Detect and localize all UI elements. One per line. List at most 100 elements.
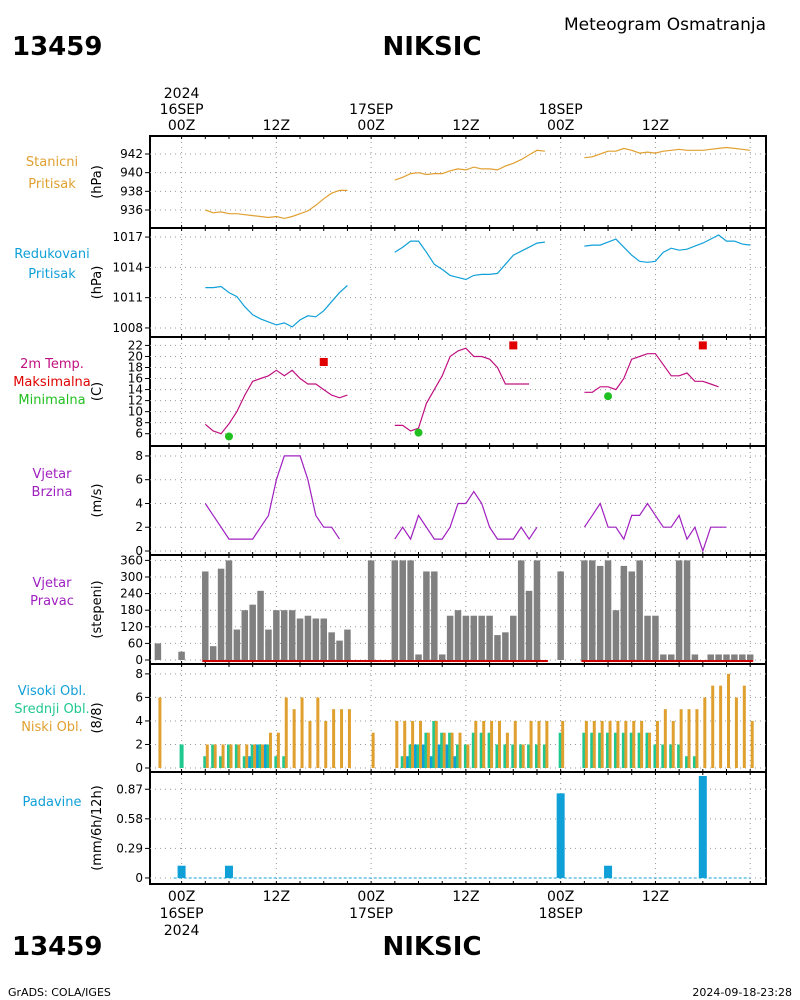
cloud-bar	[624, 720, 628, 768]
wind-dir-bar	[438, 654, 446, 660]
station-id-top: 13459	[12, 32, 102, 62]
y-tick-label: 0.58	[116, 812, 143, 826]
wind-dir-bar	[249, 604, 256, 660]
panel-label-line: Vjetar	[33, 467, 73, 482]
cloud-bar	[513, 720, 517, 768]
wind-dir-bar	[517, 560, 525, 660]
wind-dir-bar	[739, 654, 746, 660]
cloud-bar	[268, 732, 272, 768]
station-id-bottom: 13459	[12, 932, 102, 962]
cloud-bar	[221, 744, 225, 768]
cloud-bar	[308, 720, 312, 768]
cloud-bar	[458, 732, 462, 768]
station-name-top: NIKSIC	[382, 32, 481, 62]
y-tick-label: 10	[128, 405, 143, 419]
wind-dir-bar	[257, 590, 264, 660]
y-tick-label: 0	[135, 653, 143, 667]
tmin-marker	[414, 428, 423, 437]
cloud-bar	[400, 756, 405, 768]
cloud-bar	[613, 732, 618, 768]
cloud-bar	[463, 744, 468, 768]
cloud-bar	[616, 720, 620, 768]
y-tick-label: 0	[135, 544, 143, 558]
panel-label-line: Brzina	[32, 485, 73, 500]
y-tick-label: 1008	[112, 321, 143, 335]
cloud-bar	[426, 732, 430, 768]
y-tick-label: 12	[128, 394, 143, 408]
cloud-bar	[432, 720, 437, 768]
y-tick-label: 2	[135, 737, 143, 751]
cloud-bar	[598, 732, 603, 768]
wind-dir-bar	[281, 610, 288, 660]
precip-bar	[698, 776, 707, 878]
cloud-bar	[424, 732, 429, 768]
y-tick-label: 1011	[112, 291, 143, 305]
wind-dir-bar	[683, 560, 691, 660]
cloud-bar	[584, 720, 588, 768]
cloud-bar	[561, 720, 565, 768]
cloud-bar	[229, 744, 233, 768]
y-tick-label: 20	[128, 349, 143, 363]
cloud-bar	[671, 720, 675, 768]
wind-dir-bar	[620, 565, 628, 660]
y-tick-label: 360	[120, 553, 143, 567]
wind-dir-bar	[178, 651, 185, 660]
wind-dir-bar	[423, 571, 430, 660]
cloud-bar	[300, 697, 304, 768]
cloud-bar	[474, 720, 478, 768]
cloud-bar	[466, 744, 470, 768]
cloud-bar	[411, 720, 415, 768]
wind-dir-bar	[652, 615, 659, 660]
cloud-bar	[266, 744, 271, 768]
cloud-bar	[534, 744, 539, 768]
top-time-label: 2024	[164, 86, 200, 102]
series-line	[205, 189, 348, 220]
panel-wind_dir: 0 60 120 180 240 300 360 (stepeni) Vjetar Pravac	[30, 553, 767, 667]
cloud-bar	[219, 756, 224, 768]
cloud-bar	[521, 744, 525, 768]
precip-bar	[604, 865, 613, 878]
cloud-bar	[495, 744, 500, 768]
cloud-bar	[471, 732, 476, 768]
panel-label-line: Vjetar	[33, 576, 73, 591]
cloud-bar	[242, 756, 247, 768]
cloud-bar	[663, 709, 667, 768]
cloud-bar	[226, 744, 231, 768]
cloud-bar	[487, 732, 492, 768]
cloud-bar	[637, 732, 642, 768]
y-tick-label: 0	[135, 871, 143, 885]
panel-clouds: 0 2 4 6 8 (8/8) Visoki Obl. Srednji Obl. Niski O…	[14, 663, 767, 775]
cloud-bar	[537, 720, 541, 768]
cloud-bar	[403, 720, 407, 768]
series-line	[584, 234, 751, 263]
panel-label-line: Minimalna	[18, 393, 85, 408]
panel-label-line: 2m Temp.	[20, 357, 84, 372]
cloud-bar	[711, 685, 715, 768]
panel-label-line: Niski Obl.	[21, 720, 83, 735]
wind-dir-bar	[202, 571, 209, 660]
cloud-bar	[529, 720, 533, 768]
cloud-bar	[284, 697, 288, 768]
precip-bar	[556, 793, 565, 878]
cloud-bar	[258, 744, 263, 768]
cloud-bar	[734, 697, 738, 768]
wind-dir-bar	[304, 615, 312, 660]
station-name-bottom: NIKSIC	[382, 932, 481, 962]
header: 13459 NIKSIC Meteogram Osmatranja	[12, 15, 766, 62]
y-tick-label: 4	[135, 714, 143, 728]
wind-dir-bar	[462, 615, 470, 660]
cloud-bar	[582, 732, 587, 768]
wind-dir-bar	[707, 654, 714, 660]
cloud-bar	[503, 744, 508, 768]
cloud-bar	[692, 756, 697, 768]
cloud-bar	[456, 744, 460, 768]
cloud-bar	[324, 720, 328, 768]
wind-dir-bar	[675, 560, 683, 660]
series-line	[205, 285, 348, 328]
bottom-time-label: 2024	[164, 923, 200, 939]
top-time-label: 00Z	[547, 118, 574, 134]
panel-label-line: Padavine	[23, 795, 82, 810]
wind-dir-bar	[320, 618, 327, 660]
